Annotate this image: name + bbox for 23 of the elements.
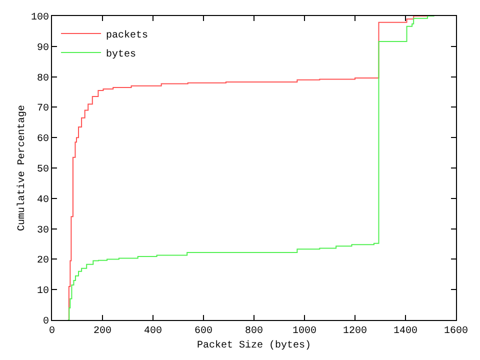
legend-label: packets	[106, 29, 148, 42]
y-tick-label: 40	[36, 194, 49, 206]
x-tick-label: 800	[244, 326, 264, 337]
x-tick-label: 400	[144, 326, 162, 337]
y-tick-label: 90	[36, 42, 49, 54]
x-tick-label: 1600	[444, 326, 468, 337]
x-tick-label: 1200	[342, 326, 368, 337]
y-tick-label: 100	[30, 12, 49, 24]
y-axis-title: Cumulative Percentage	[16, 104, 28, 232]
y-tick-label: 0	[42, 316, 49, 328]
y-tick-label: 10	[36, 286, 49, 298]
y-tick-label: 80	[36, 73, 49, 84]
x-tick-label: 200	[93, 326, 112, 337]
y-tick-label: 20	[36, 256, 49, 267]
y-tick-label: 60	[36, 134, 49, 146]
x-axis-title: Packet Size (bytes)	[196, 340, 312, 352]
y-tick-label: 70	[36, 104, 49, 115]
y-tick-label: 50	[36, 164, 49, 176]
x-tick-label: 1000	[292, 326, 317, 337]
legend-label: bytes	[106, 48, 136, 60]
x-tick-label: 600	[194, 326, 213, 337]
x-tick-label: 1400	[393, 326, 418, 337]
y-tick-label: 30	[36, 225, 49, 236]
